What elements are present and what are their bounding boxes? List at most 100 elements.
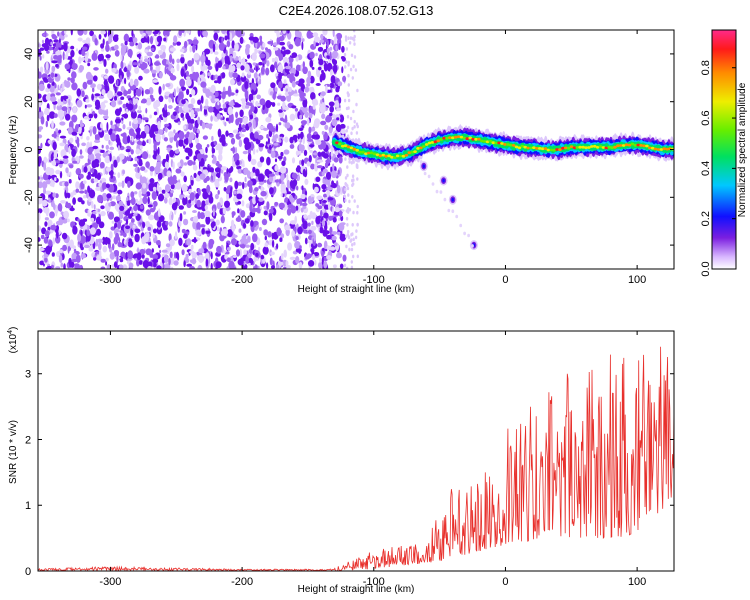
side-blob (451, 197, 454, 202)
noise-speckle (87, 171, 92, 176)
noise-speckle (57, 98, 61, 107)
ridge-core-cell (598, 145, 603, 148)
noise-speckle (147, 45, 151, 50)
snr-scale-close: ) (8, 327, 19, 330)
noise-speckle (159, 71, 163, 79)
noise-speckle (118, 200, 124, 208)
noise-speckle (125, 225, 131, 230)
noise-speckle (318, 66, 322, 71)
noise-speckle (59, 142, 65, 147)
ridge-core-cell (549, 148, 554, 152)
noise-speckle (338, 96, 342, 104)
noise-speckle (103, 166, 106, 176)
noise-speckle (171, 202, 178, 211)
noise-speckle (94, 38, 98, 46)
noise-speckle (74, 264, 81, 269)
noise-speckle (66, 218, 70, 223)
noise-speckle (51, 264, 54, 269)
snr-x-label: Height of straight line (km) (298, 584, 415, 595)
noise-speckle (47, 219, 53, 228)
noise-speckle (202, 241, 207, 250)
noise-speckle (289, 144, 295, 149)
noise-speckle (101, 192, 108, 202)
noise-speckle (134, 233, 140, 243)
noise-speckle (86, 104, 93, 108)
ridge-core-cell (462, 136, 467, 140)
noise-speckle (335, 124, 342, 133)
noise-speckle (199, 212, 206, 220)
noise-speckle (170, 67, 175, 74)
noise-speckle (149, 94, 154, 99)
noise-speckle (317, 205, 323, 210)
noise-speckle (330, 166, 333, 172)
noise-speckle (311, 212, 317, 220)
noise-speckle (121, 117, 124, 121)
noise-speckle (128, 238, 132, 243)
noise-speckle (308, 112, 313, 119)
noise-speckle (329, 82, 335, 89)
noise-speckle (79, 190, 85, 194)
noise-speckle (116, 91, 123, 96)
noise-speckle (267, 231, 272, 238)
noise-speckle (302, 220, 308, 230)
noise-speckle (298, 78, 305, 85)
noise-speckle (79, 155, 84, 159)
noise-speckle (322, 200, 327, 203)
noise-speckle (347, 73, 350, 78)
noise-speckle (295, 55, 299, 62)
noise-speckle (323, 193, 328, 198)
noise-speckle (161, 249, 168, 253)
noise-speckle (144, 55, 148, 60)
noise-speckle (344, 35, 348, 39)
noise-speckle (176, 86, 179, 93)
noise-speckle (303, 229, 308, 234)
noise-speckle (326, 245, 331, 251)
noise-speckle (125, 148, 131, 153)
noise-speckle (179, 212, 183, 222)
noise-speckle (288, 194, 293, 202)
trail-speckle (471, 244, 474, 248)
noise-speckle (145, 107, 148, 114)
noise-speckle (39, 106, 41, 113)
noise-speckle (217, 128, 222, 138)
noise-speckle (76, 88, 82, 97)
noise-speckle (65, 186, 69, 194)
noise-speckle (77, 218, 80, 222)
noise-speckle (334, 100, 340, 104)
noise-speckle (244, 218, 250, 224)
noise-speckle (129, 41, 135, 47)
noise-speckle (207, 91, 214, 99)
noise-speckle (186, 88, 190, 96)
ridge-core-cell (642, 144, 646, 148)
noise-speckle (114, 50, 120, 57)
noise-speckle (241, 263, 248, 269)
noise-speckle (155, 54, 159, 59)
noise-speckle (290, 205, 297, 214)
noise-speckle (239, 36, 244, 45)
noise-speckle (190, 89, 196, 96)
noise-speckle (216, 202, 221, 210)
noise-speckle (274, 87, 278, 92)
noise-speckle (59, 121, 66, 126)
noise-speckle (104, 75, 109, 79)
noise-speckle (197, 116, 201, 125)
noise-speckle (103, 79, 109, 87)
noise-speckle (188, 109, 191, 113)
noise-speckle (86, 229, 91, 237)
noise-speckle (239, 248, 242, 258)
noise-speckle (158, 208, 161, 217)
noise-speckle (168, 197, 173, 206)
noise-speckle (139, 248, 146, 255)
noise-speckle (300, 106, 304, 111)
noise-speckle (205, 146, 208, 154)
noise-speckle (268, 175, 274, 183)
noise-speckle (326, 39, 329, 48)
noise-speckle (55, 63, 59, 68)
noise-speckle (294, 37, 301, 47)
noise-speckle (100, 258, 106, 263)
noise-speckle (156, 35, 163, 43)
noise-speckle (229, 177, 233, 183)
noise-speckle (87, 147, 93, 155)
noise-speckle (185, 253, 189, 259)
noise-speckle (277, 64, 284, 74)
